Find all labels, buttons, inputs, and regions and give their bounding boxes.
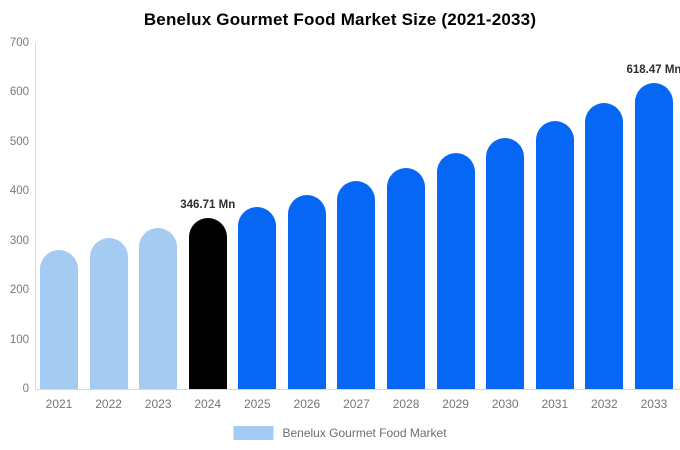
y-axis-tick-label: 0 — [22, 383, 29, 395]
x-axis-tick-label: 2024 — [194, 397, 222, 411]
chart-title: Benelux Gourmet Food Market Size (2021-2… — [143, 10, 537, 29]
legend-label: Benelux Gourmet Food Market — [282, 426, 447, 440]
bar-2028[interactable] — [387, 167, 426, 389]
bar-value-label: 618.47 Mn — [626, 64, 680, 77]
x-axis-tick-label: 2021 — [45, 397, 73, 411]
bar-2030[interactable] — [486, 137, 525, 389]
y-axis-tick-label: 100 — [9, 333, 29, 346]
bar-2026[interactable] — [287, 194, 326, 389]
x-axis-tick-label: 2032 — [591, 397, 618, 411]
bar-2023[interactable] — [139, 228, 178, 389]
y-axis-tick-label: 700 — [9, 37, 29, 49]
x-axis-tick-label: 2023 — [144, 397, 172, 411]
x-axis-tick-label: 2030 — [491, 397, 519, 411]
bar-2033[interactable] — [634, 83, 673, 389]
bar-2032[interactable] — [585, 102, 624, 389]
bar-2031[interactable] — [535, 120, 574, 389]
bar-2024[interactable] — [188, 217, 227, 389]
bar-2022[interactable] — [89, 238, 128, 389]
bar-value-label: 346.71 Mn — [180, 198, 236, 211]
y-axis-tick-label: 400 — [9, 185, 29, 198]
x-axis-tick-label: 2031 — [541, 397, 569, 411]
bar-2029[interactable] — [436, 153, 475, 389]
y-axis-line — [35, 43, 36, 389]
x-axis-tick-label: 2033 — [640, 397, 668, 411]
legend-item[interactable]: Benelux Gourmet Food Market — [233, 426, 447, 440]
x-axis-tick-label: 2022 — [95, 397, 122, 411]
y-axis-tick-label: 600 — [9, 86, 29, 99]
legend-swatch — [233, 426, 274, 440]
y-axis-tick-label: 200 — [9, 284, 29, 297]
x-axis-tick-label: 2026 — [293, 397, 321, 411]
x-axis-line — [35, 389, 680, 390]
bar-2021[interactable] — [40, 249, 78, 389]
bar-2025[interactable] — [238, 206, 277, 389]
x-axis-tick-label: 2027 — [343, 397, 370, 411]
y-axis-tick-label: 500 — [9, 135, 29, 148]
x-axis-tick-label: 2025 — [243, 397, 271, 411]
x-axis-tick-label: 2029 — [442, 397, 469, 411]
bar-2027[interactable] — [337, 181, 376, 389]
x-axis-tick-label: 2028 — [392, 397, 420, 411]
y-axis-tick-label: 300 — [9, 234, 29, 247]
